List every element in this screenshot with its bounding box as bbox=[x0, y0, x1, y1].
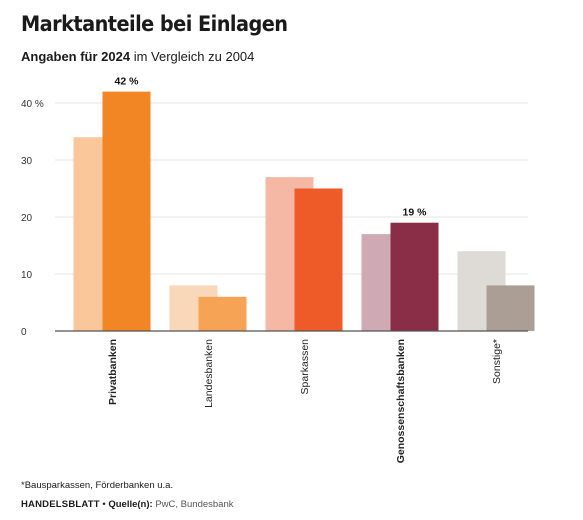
bar-2024-sparkassen bbox=[294, 188, 343, 331]
bar-2024-privatbanken bbox=[102, 91, 151, 331]
category-label-sparkassen: Sparkassen bbox=[299, 339, 311, 395]
bar-2024-genossenschaftsbanken bbox=[390, 222, 439, 331]
y-tick-label: 10 bbox=[21, 270, 33, 281]
source-label: Quelle(n): bbox=[108, 499, 153, 510]
data-label-genossenschaftsbanken: 19 % bbox=[403, 207, 428, 219]
source-separator: • bbox=[99, 499, 109, 510]
bar-2024-landesbanken bbox=[198, 296, 247, 331]
category-label-landesbanken: Landesbanken bbox=[203, 339, 215, 408]
source-line: HANDELSBLATT • Quelle(n): PwC, Bundesban… bbox=[21, 499, 234, 510]
y-tick-label: 0 bbox=[21, 327, 27, 338]
y-tick-label: 30 bbox=[21, 156, 33, 167]
y-tick-label: 40 % bbox=[21, 99, 44, 110]
brand-label: HANDELSBLATT bbox=[21, 499, 100, 510]
footnote: *Bausparkassen, Förderbanken u.a. bbox=[21, 480, 174, 491]
chart-title: Marktanteile bei Einlagen bbox=[21, 12, 288, 36]
subtitle-rest: im Vergleich zu 2004 bbox=[130, 49, 255, 64]
source-text: PwC, Bundesbank bbox=[152, 499, 234, 510]
y-tick-label: 20 bbox=[21, 213, 33, 224]
data-label-privatbanken: 42 % bbox=[115, 76, 140, 88]
category-label-genossenschaftsbanken: Genossenschaftsbanken bbox=[395, 339, 407, 463]
chart-subtitle: Angaben für 2024 im Vergleich zu 2004 bbox=[21, 49, 254, 64]
bar-2024-sonstige bbox=[486, 285, 535, 331]
subtitle-bold: Angaben für 2024 bbox=[21, 49, 131, 64]
category-label-sonstige: Sonstige* bbox=[491, 339, 503, 384]
category-label-privatbanken: Privatbanken bbox=[107, 339, 119, 405]
